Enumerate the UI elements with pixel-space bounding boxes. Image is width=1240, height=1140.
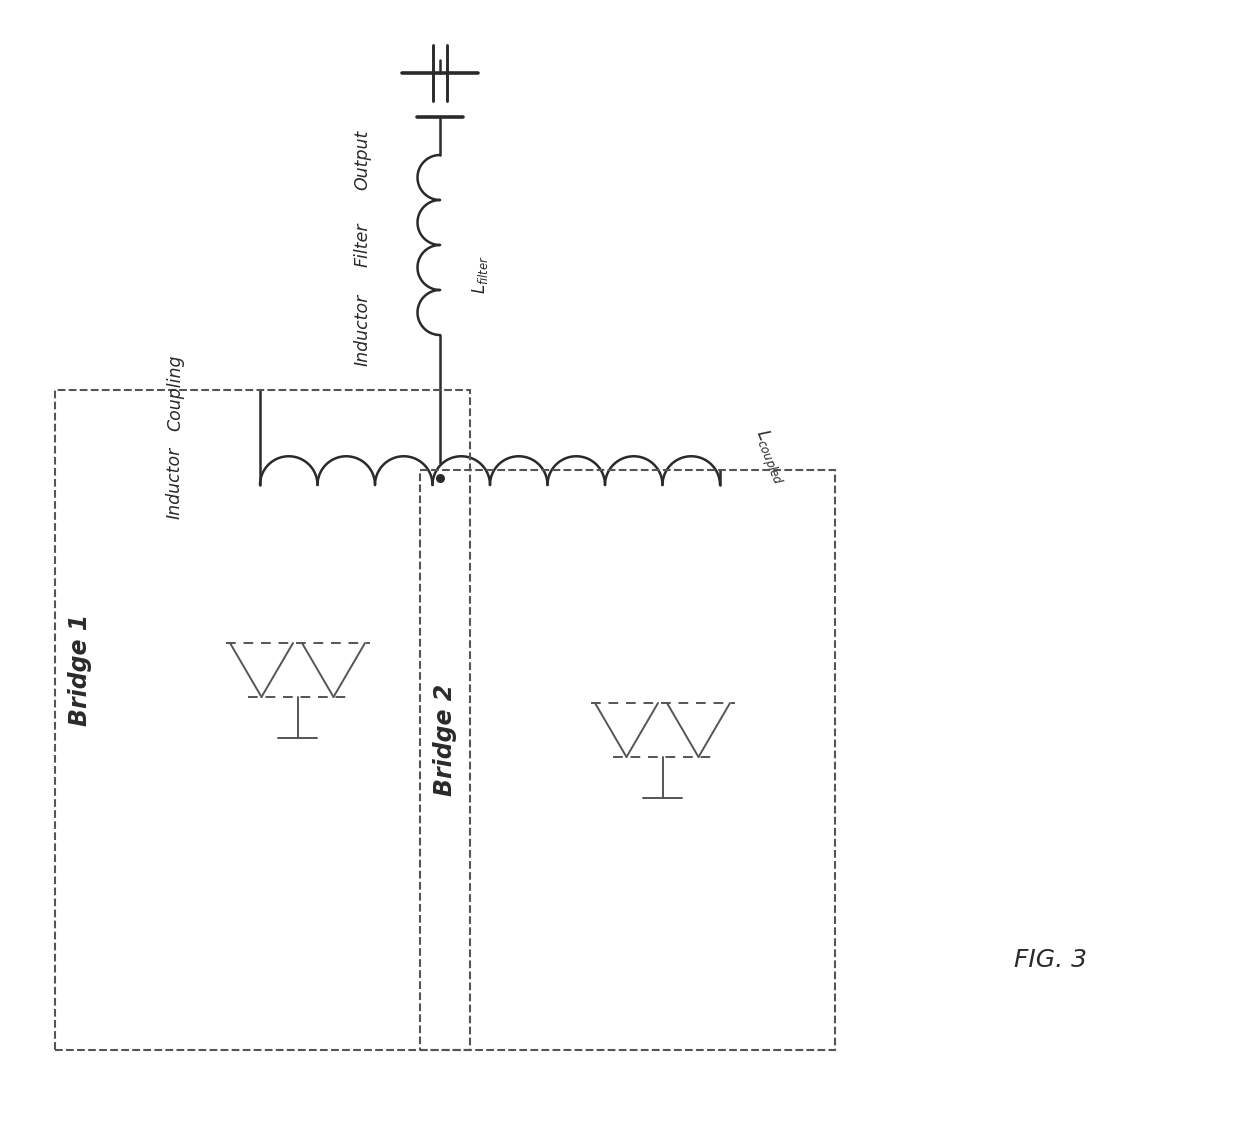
- Text: $\mathit{L}_{filter}$: $\mathit{L}_{filter}$: [470, 255, 491, 294]
- Bar: [420, 470, 835, 1050]
- Bar: [55, 390, 470, 1050]
- Text: Inductor: Inductor: [353, 294, 372, 366]
- Text: $\mathit{L}_{coupled}$: $\mathit{L}_{coupled}$: [749, 426, 791, 488]
- Text: FIG. 3: FIG. 3: [1013, 948, 1086, 972]
- Text: Filter: Filter: [353, 222, 372, 267]
- Text: Bridge 2: Bridge 2: [433, 684, 458, 796]
- Text: Bridge 1: Bridge 1: [68, 613, 92, 726]
- Text: Coupling: Coupling: [166, 355, 184, 431]
- Text: Inductor: Inductor: [166, 447, 184, 519]
- Text: Output: Output: [353, 130, 372, 190]
